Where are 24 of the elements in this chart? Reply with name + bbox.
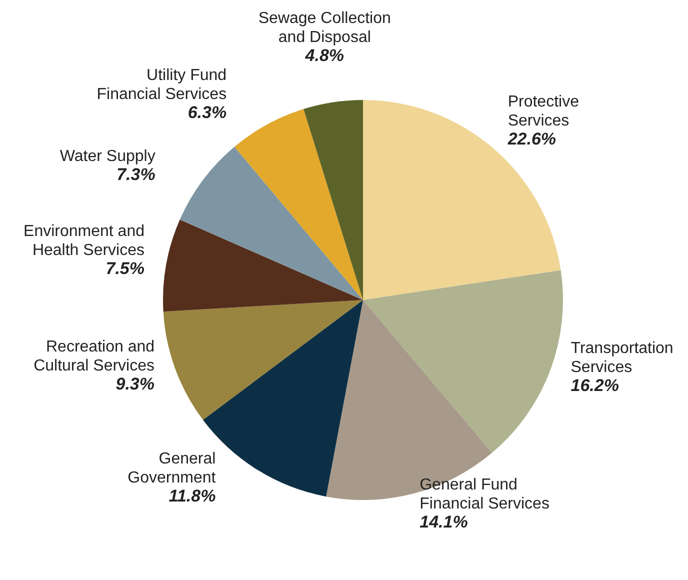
slice-label: Transportation Services (570, 340, 674, 376)
slice-label: General Government (128, 450, 216, 486)
pie-slice (163, 220, 363, 312)
slice-label: Protective Services (508, 94, 580, 130)
data-label: 22.6% (506, 130, 556, 149)
slice-label: Environment and Health Services (24, 222, 144, 259)
data-label: 6.3% (188, 103, 227, 122)
slice-label: Utility Fund Financial Services (96, 67, 227, 104)
data-label: 11.8% (168, 486, 216, 506)
pie-slice (163, 300, 363, 420)
data-label: 14.1% (420, 512, 468, 532)
pie-slice (180, 146, 363, 300)
data-label: 16.2% (570, 376, 619, 396)
data-label: 7.5% (106, 258, 144, 278)
pie-slice (363, 270, 563, 453)
slice-label: Water Supply (60, 148, 156, 165)
data-label: 9.3% (116, 374, 155, 394)
slice-label: Sewage Collection and Disposal (258, 10, 391, 46)
pie-slice (304, 100, 363, 300)
data-label: 7.3% (116, 164, 156, 184)
pie-slice (234, 109, 363, 300)
slice-label: General Fund Financial Services (420, 476, 550, 513)
slice-label: Recreation and Cultural Services (34, 338, 155, 374)
data-label: 4.8% (304, 46, 344, 65)
